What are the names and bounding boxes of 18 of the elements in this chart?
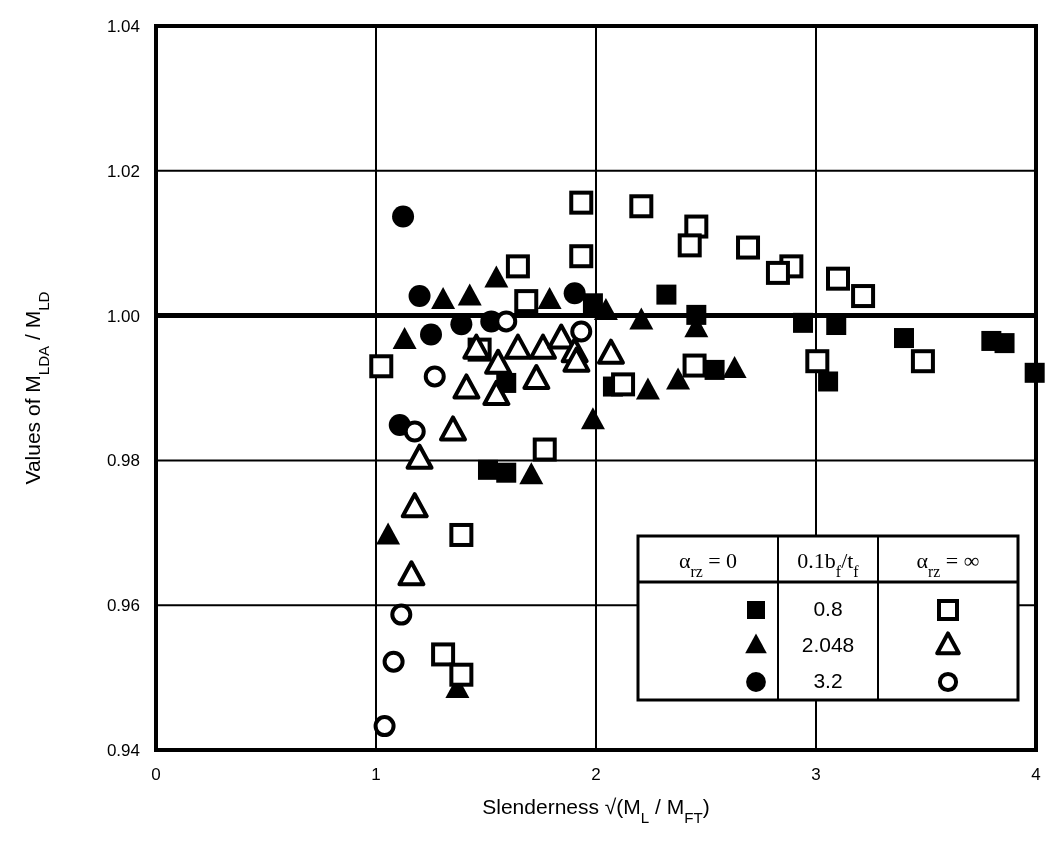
y-tick-label: 0.98 <box>106 451 140 471</box>
y-tick-label: 1.04 <box>106 17 140 36</box>
x-tick-label: 3 <box>811 765 821 784</box>
annotation: α$_{rz}$ = 0 <box>678 548 738 580</box>
legend-label: 0.8 <box>813 597 843 620</box>
legend-label: 2.048 <box>801 633 855 656</box>
y-tick-label: 0.94 <box>106 741 140 760</box>
annotation: 0.1b$_{f}$/t$_{f}$ <box>797 548 860 580</box>
x-tick-label: 2 <box>591 765 601 784</box>
y-tick-label: 0.96 <box>106 596 140 616</box>
x-tick-label: 4 <box>1031 765 1041 784</box>
annotation: α$_{rz}$ = ∞ <box>916 548 980 580</box>
y-tick-label: 1.02 <box>106 161 140 181</box>
x-tick-label: 0 <box>151 765 161 784</box>
legend-label: 3.2 <box>813 669 843 692</box>
x-axis-title: Slenderness √(M$_{L}$ / M$_{FT}$) <box>482 795 710 826</box>
y-tick-label: 1.00 <box>106 306 140 326</box>
x-tick-label: 1 <box>371 765 381 784</box>
